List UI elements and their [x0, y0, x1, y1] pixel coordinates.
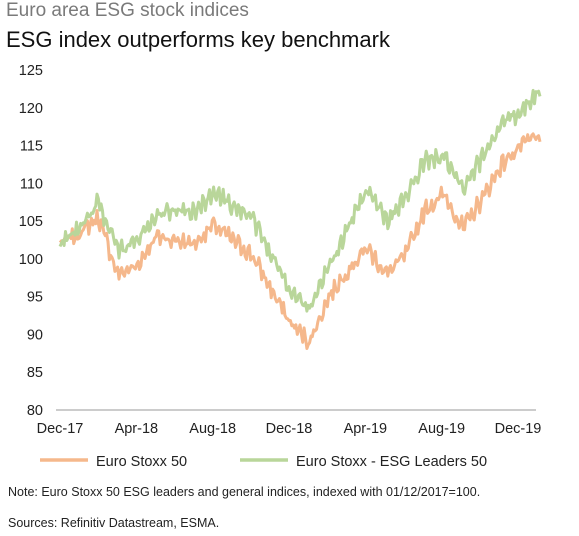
legend-label: Euro Stoxx - ESG Leaders 50 — [296, 454, 487, 470]
y-tick-label: 115 — [20, 139, 43, 155]
x-tick-label: Dec-19 — [495, 421, 542, 437]
chart-title: ESG index outperforms key benchmark — [6, 27, 390, 52]
legend-label: Euro Stoxx 50 — [96, 454, 187, 470]
y-tick-label: 100 — [19, 252, 43, 268]
x-axis: Dec-17 Apr-18 Aug-18 Dec-18 Apr-19 Aug-19 Dec-… — [37, 409, 542, 437]
series-line — [58, 132, 542, 350]
x-tick-label: Dec-18 — [266, 421, 313, 437]
legend: Euro Stoxx 50 Euro Stoxx - ESG Leaders 50 — [40, 454, 487, 470]
x-tick-label: Apr-19 — [344, 421, 388, 437]
y-tick-label: 95 — [27, 290, 43, 306]
x-tick-label: Dec-17 — [37, 421, 84, 437]
y-tick-label: 105 — [19, 214, 43, 230]
line-chart: 80 85 90 95 100 105 110 115 120 125 Dec-17 Apr-18 A… — [19, 63, 542, 470]
y-tick-label: 90 — [27, 327, 43, 343]
y-tick-label: 80 — [27, 403, 43, 419]
x-tick-label: Aug-18 — [189, 421, 236, 437]
y-tick-label: 125 — [19, 63, 43, 79]
chart-kicker: Euro area ESG stock indices — [6, 0, 249, 21]
x-tick-label: Aug-19 — [418, 421, 465, 437]
chart-source: Sources: Refinitiv Datastream, ESMA. — [8, 516, 220, 530]
y-tick-label: 110 — [20, 176, 43, 192]
series-line — [58, 88, 542, 313]
x-tick-label: Apr-18 — [115, 421, 159, 437]
y-axis: 80 85 90 95 100 105 110 115 120 125 — [19, 63, 43, 419]
y-tick-label: 120 — [19, 101, 43, 117]
chart-note: Note: Euro Stoxx 50 ESG leaders and gene… — [8, 485, 481, 499]
y-tick-label: 85 — [27, 365, 43, 381]
plot-area — [58, 88, 542, 350]
